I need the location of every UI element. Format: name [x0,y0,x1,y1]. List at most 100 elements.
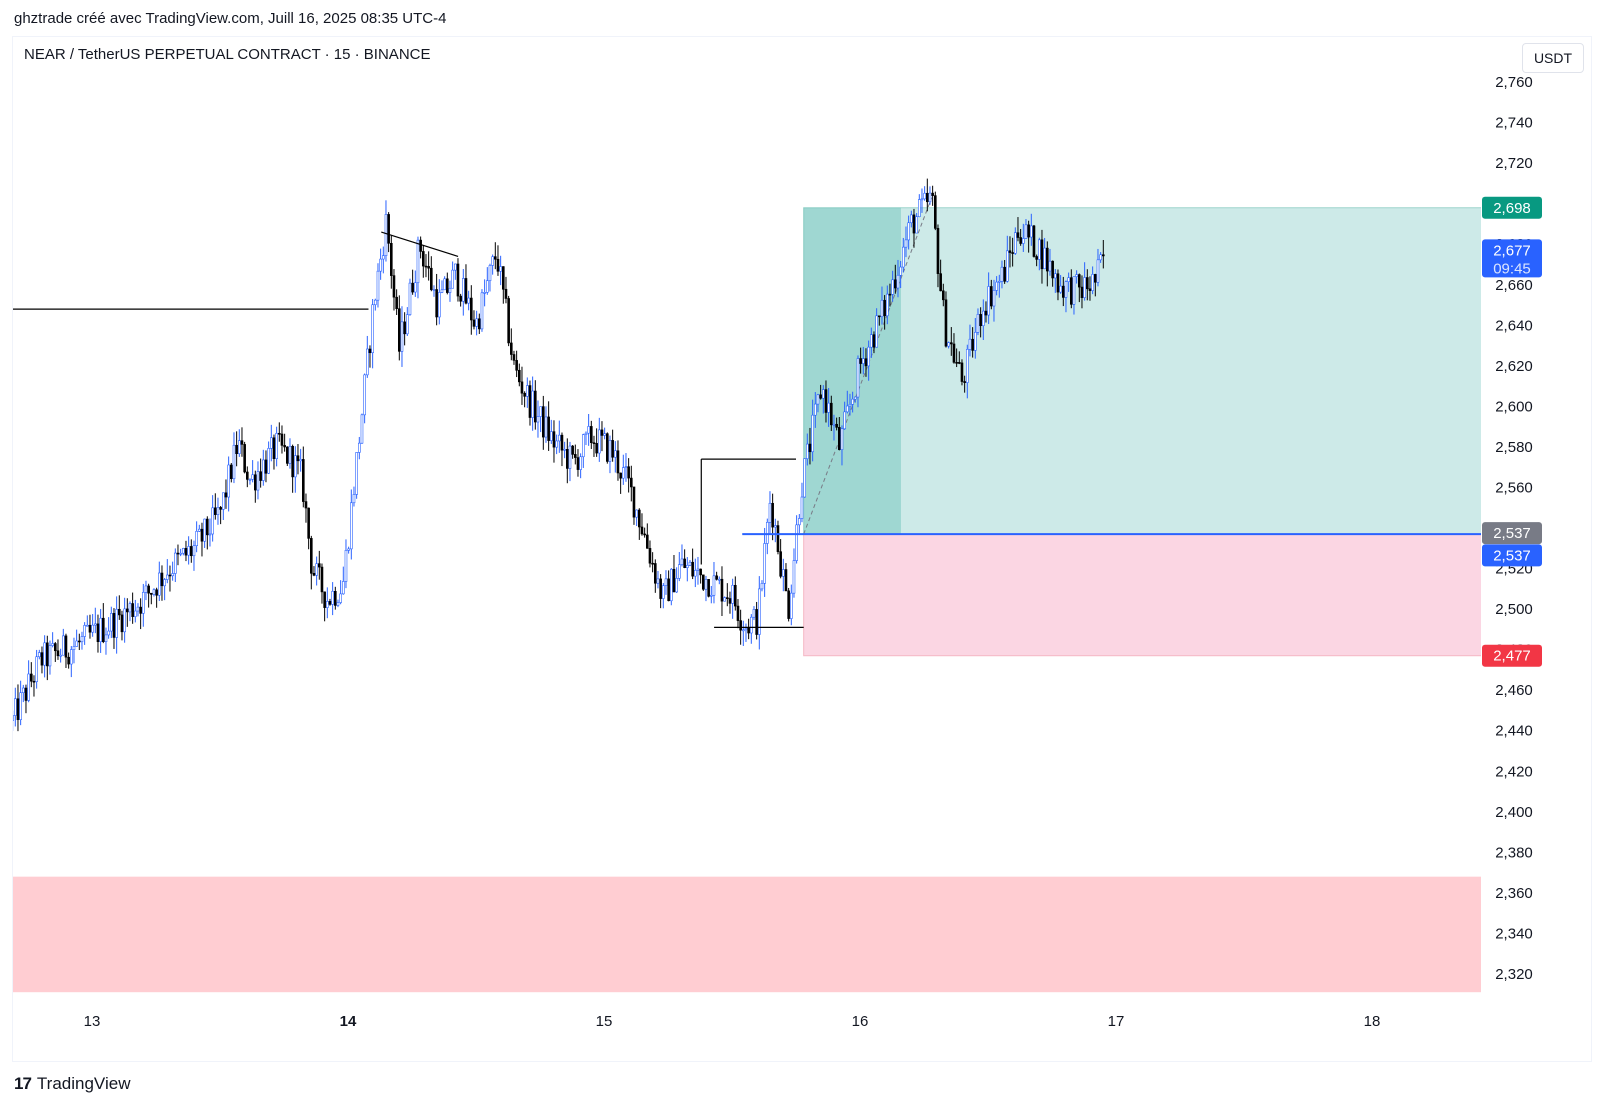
candle[interactable] [547,401,550,451]
candle[interactable] [1024,219,1028,239]
candle[interactable] [920,188,924,213]
candle[interactable] [648,540,652,568]
candle[interactable] [971,327,974,358]
candle[interactable] [136,603,140,617]
candle[interactable] [75,629,78,647]
candle[interactable] [670,568,673,606]
candle[interactable] [886,285,889,325]
candle[interactable] [728,591,732,614]
candle[interactable] [811,399,814,462]
candle[interactable] [32,675,36,697]
candle[interactable] [147,583,150,608]
candle[interactable] [190,539,193,563]
candle[interactable] [704,575,708,602]
candle[interactable] [491,254,494,275]
candle[interactable] [624,453,628,482]
candle[interactable] [827,387,830,427]
candle[interactable] [350,489,353,560]
candle[interactable] [475,310,478,336]
candle[interactable] [520,366,524,405]
candle[interactable] [870,327,873,358]
candle[interactable] [584,431,588,446]
candle[interactable] [875,308,878,348]
candle[interactable] [448,280,452,302]
candle[interactable] [952,333,956,364]
candle[interactable] [667,570,670,602]
candle[interactable] [54,642,57,662]
candle[interactable] [1064,280,1068,313]
candle[interactable] [880,286,884,325]
candle[interactable] [638,508,641,540]
demand-zone[interactable] [13,876,1481,993]
candle[interactable] [400,306,404,367]
candle[interactable] [744,623,748,642]
candle[interactable] [960,359,964,386]
candle[interactable] [419,236,422,259]
candle[interactable] [208,518,212,547]
candle[interactable] [328,598,332,606]
candle[interactable] [443,276,446,291]
candle[interactable] [126,598,129,627]
candle[interactable] [48,640,52,675]
candle[interactable] [200,522,204,557]
candle[interactable] [742,620,745,647]
candle[interactable] [118,595,121,620]
candle[interactable] [659,574,662,609]
candle[interactable] [286,446,289,467]
candle[interactable] [523,391,526,408]
candle[interactable] [560,432,564,467]
candle[interactable] [574,444,577,465]
candle[interactable] [168,565,172,592]
candle[interactable] [726,583,729,607]
candle[interactable] [694,558,697,588]
candle[interactable] [318,550,321,580]
candle[interactable] [496,245,500,276]
candle[interactable] [395,289,398,315]
candle[interactable] [936,224,940,288]
candle[interactable] [832,414,836,441]
candle[interactable] [896,259,900,298]
candle[interactable] [606,432,609,464]
candle[interactable] [246,466,249,488]
candle[interactable] [131,592,134,624]
candle[interactable] [366,335,369,378]
candle[interactable] [616,440,620,481]
candle[interactable] [955,348,958,368]
candle[interactable] [688,560,692,567]
candle[interactable] [334,586,337,610]
candle[interactable] [947,341,950,349]
candle[interactable] [592,435,596,457]
candle[interactable] [1054,269,1057,293]
candle[interactable] [792,548,796,598]
candle[interactable] [22,684,25,703]
candle[interactable] [619,472,622,494]
candle[interactable] [91,614,94,637]
candle[interactable] [56,639,60,660]
candle[interactable] [928,186,932,205]
candle[interactable] [1043,237,1046,270]
candle[interactable] [507,295,510,347]
candle[interactable] [72,637,76,664]
candle[interactable] [227,456,230,512]
candle[interactable] [414,270,417,297]
stop-price-label[interactable]: 2,477 [1482,644,1542,667]
candle[interactable] [368,345,372,368]
candle[interactable] [552,420,556,463]
candle[interactable] [251,460,254,483]
candle[interactable] [968,324,972,357]
candle[interactable] [779,539,782,579]
candle[interactable] [355,452,358,499]
candle[interactable] [307,507,310,550]
candle[interactable] [1088,276,1092,301]
candle[interactable] [899,260,902,289]
candle[interactable] [859,347,862,374]
candle[interactable] [752,606,756,621]
candle[interactable] [176,544,180,566]
candle[interactable] [376,263,380,308]
candle[interactable] [995,276,998,296]
candle[interactable] [24,684,28,714]
candle[interactable] [19,680,22,726]
candle[interactable] [464,264,468,305]
candle[interactable] [384,200,388,262]
